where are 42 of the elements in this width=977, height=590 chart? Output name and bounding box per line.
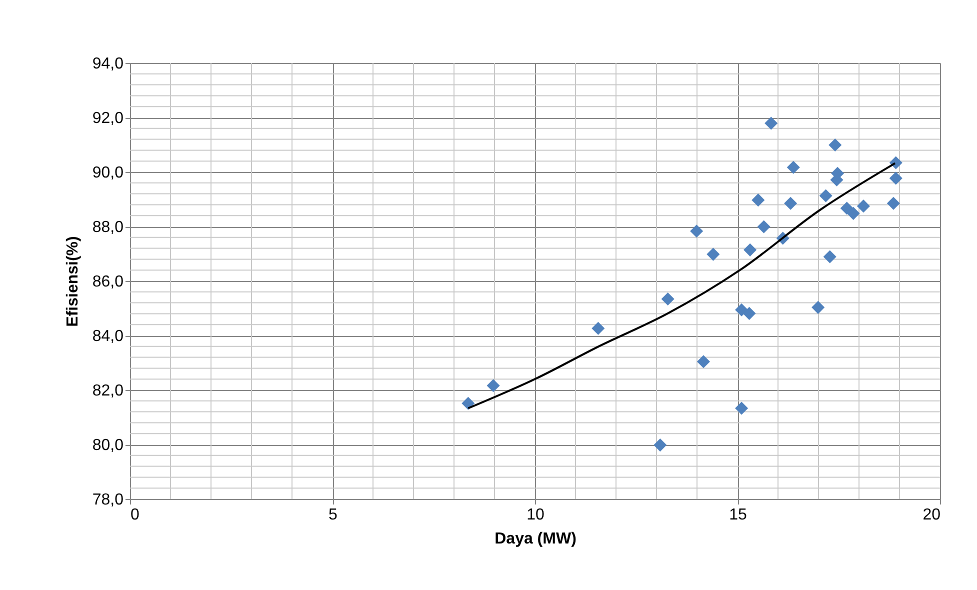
point: [735, 303, 748, 316]
point: [654, 438, 667, 452]
point: [812, 300, 825, 314]
point: [889, 172, 902, 185]
point: [828, 138, 842, 152]
y-tick-label: 90,0: [92, 164, 124, 182]
point: [486, 379, 500, 392]
y-axis-title: Efisiensi(%): [64, 236, 82, 327]
x-axis-title: Daya (MW): [494, 530, 576, 548]
y-tick-label: 84,0: [92, 328, 124, 345]
point: [889, 156, 902, 170]
point: [462, 396, 475, 410]
point: [886, 196, 900, 210]
y-tick-label: 82,0: [92, 382, 124, 400]
point: [592, 322, 605, 335]
point: [735, 402, 748, 415]
point: [786, 160, 800, 174]
point: [690, 224, 704, 238]
point: [696, 355, 710, 368]
point: [784, 196, 798, 210]
x-tick-label: 15: [729, 506, 747, 524]
x-tick-label: 10: [526, 506, 544, 524]
point: [819, 189, 832, 202]
point: [661, 292, 674, 306]
y-tick-label: 78,0: [92, 492, 124, 508]
y-tick-label: 88,0: [92, 219, 124, 236]
x-tick-label: 5: [328, 506, 338, 524]
point: [742, 306, 756, 320]
y-tick-label: 94,0: [92, 56, 124, 72]
point: [846, 206, 860, 220]
point: [757, 220, 770, 234]
point: [744, 243, 757, 256]
y-tick-label: 86,0: [92, 274, 124, 290]
point: [856, 200, 870, 213]
point: [764, 116, 778, 130]
y-tick-label: 80,0: [92, 437, 124, 454]
point: [706, 248, 720, 261]
point: [752, 194, 765, 207]
x-tick-label: 0: [130, 506, 140, 524]
point: [823, 250, 836, 264]
x-tick-label: 20: [922, 506, 941, 524]
y-tick-label: 92,0: [92, 110, 124, 127]
